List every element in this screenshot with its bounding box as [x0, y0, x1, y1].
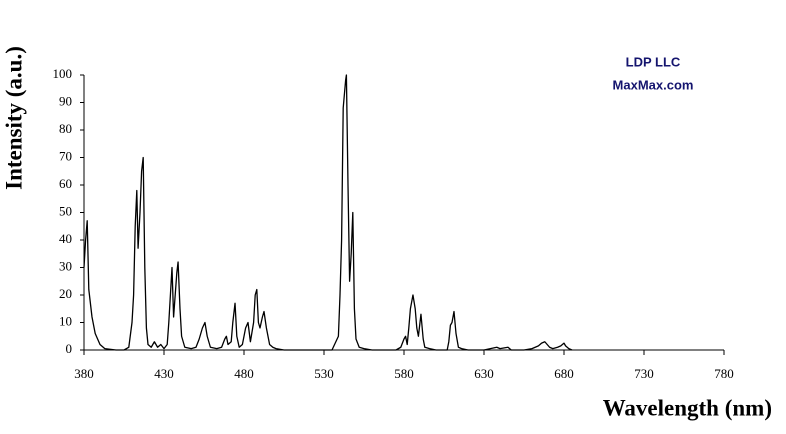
y-tick-label: 10: [59, 313, 72, 328]
y-tick-label: 50: [59, 203, 72, 218]
logo-subtitle: MaxMax.com: [613, 77, 694, 92]
x-tick-label: 580: [394, 366, 414, 381]
x-tick-label: 430: [154, 366, 174, 381]
y-tick-label: 0: [66, 341, 73, 356]
logo-title: LDP LLC: [626, 54, 681, 69]
x-tick-label: 480: [234, 366, 254, 381]
spectrum-line: [83, 74, 573, 351]
y-tick-label: 30: [59, 258, 72, 273]
x-tick-label: 680: [554, 366, 574, 381]
x-tick-label: 380: [74, 366, 94, 381]
x-tick-label: 730: [634, 366, 654, 381]
x-tick-label: 530: [314, 366, 334, 381]
y-tick-label: 20: [59, 286, 72, 301]
y-tick-label: 80: [59, 121, 72, 136]
y-tick-label: 100: [53, 66, 73, 81]
x-tick-label: 780: [714, 366, 734, 381]
y-tick-label: 70: [59, 148, 72, 163]
x-axis-title: Wavelength (nm): [603, 395, 772, 420]
x-tick-label: 630: [474, 366, 494, 381]
y-axis-title: Intensity (a.u.): [1, 46, 26, 190]
y-tick-label: 60: [59, 176, 72, 191]
y-tick-label: 40: [59, 231, 72, 246]
y-tick-label: 90: [59, 93, 72, 108]
